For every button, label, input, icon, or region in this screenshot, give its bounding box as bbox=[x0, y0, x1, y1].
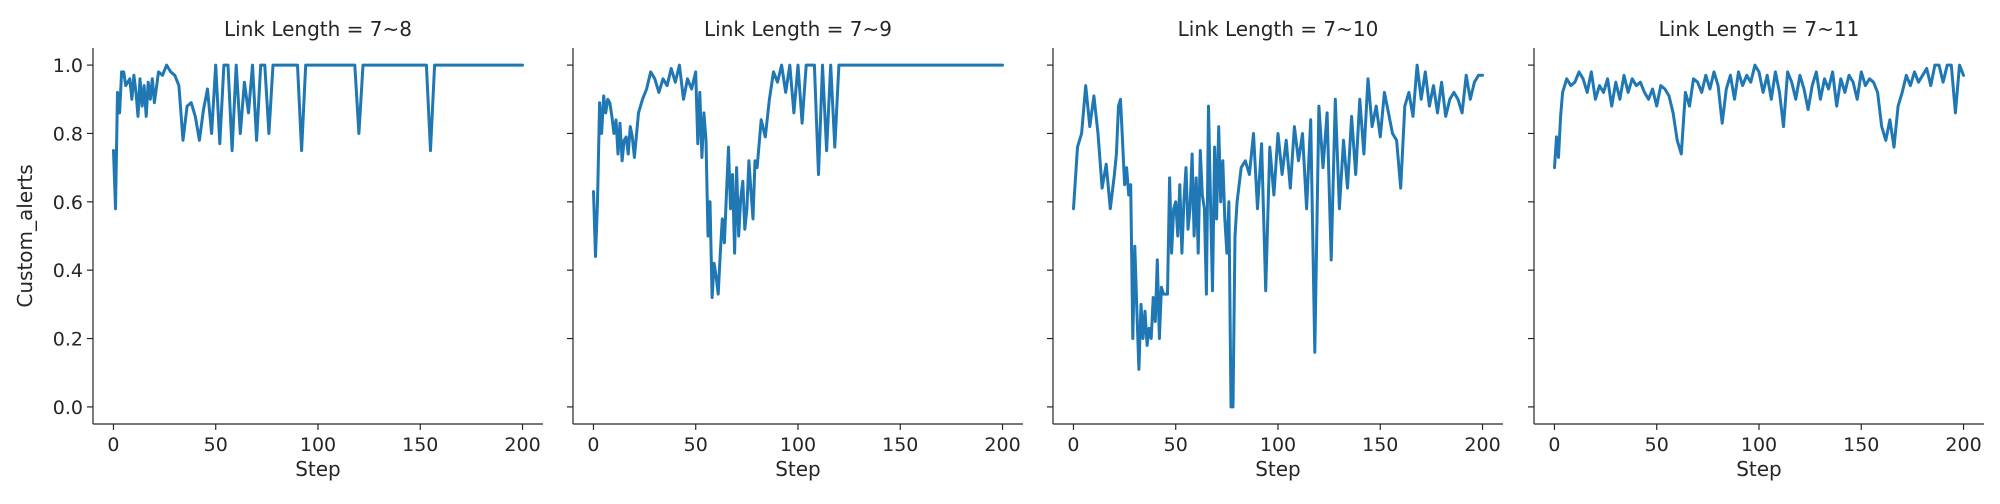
x-tick-label: 150 bbox=[1362, 434, 1398, 456]
x-tick-label: 150 bbox=[402, 434, 438, 456]
panel-1: Link Length = 7~8 0.0 0.2 0.4 0.6 0.8 1.0 0 50 10… bbox=[13, 17, 543, 481]
y-tick-label: 1.0 bbox=[53, 55, 83, 77]
x-tick-label: 50 bbox=[1645, 434, 1669, 456]
series-line bbox=[1553, 63, 1965, 170]
panel-title: Link Length = 7~9 bbox=[704, 17, 892, 41]
x-axis-title: Step bbox=[1736, 457, 1782, 481]
x-axis-title: Step bbox=[1255, 457, 1301, 481]
panel-4: Link Length = 7~11 0 50 100 150 200 Step bbox=[1528, 17, 1984, 481]
x-tick-label: 0 bbox=[587, 434, 599, 456]
y-axis-title: Custom_alerts bbox=[13, 164, 37, 307]
y-tick-label: 0.6 bbox=[53, 192, 83, 214]
x-tick-label: 100 bbox=[1741, 434, 1777, 456]
y-tick-label: 0.2 bbox=[53, 329, 83, 351]
x-tick-label: 50 bbox=[204, 434, 228, 456]
x-tick-label: 100 bbox=[300, 434, 336, 456]
x-axis-title: Step bbox=[775, 457, 821, 481]
x-tick-label: 0 bbox=[1548, 434, 1560, 456]
x-tick-label: 200 bbox=[1464, 434, 1500, 456]
panel-3: Link Length = 7~10 0 50 100 150 200 Step bbox=[1047, 17, 1503, 481]
x-tick-label: 200 bbox=[504, 434, 540, 456]
panel-title: Link Length = 7~11 bbox=[1659, 17, 1860, 41]
x-tick-label: 50 bbox=[684, 434, 708, 456]
x-axis-title: Step bbox=[295, 457, 341, 481]
x-tick-label: 100 bbox=[780, 434, 816, 456]
x-tick-label: 0 bbox=[107, 434, 119, 456]
x-tick-label: 50 bbox=[1164, 434, 1188, 456]
x-tick-label: 200 bbox=[984, 434, 1020, 456]
x-tick-label: 150 bbox=[882, 434, 918, 456]
series-line bbox=[112, 63, 524, 211]
series-line bbox=[592, 63, 1004, 299]
panel-title: Link Length = 7~8 bbox=[224, 17, 412, 41]
x-tick-label: 200 bbox=[1945, 434, 1981, 456]
panel-title: Link Length = 7~10 bbox=[1178, 17, 1379, 41]
panel-2: Link Length = 7~9 0 50 100 150 200 Step bbox=[567, 17, 1023, 481]
x-tick-label: 100 bbox=[1260, 434, 1296, 456]
x-tick-label: 150 bbox=[1843, 434, 1879, 456]
y-tick-label: 0.0 bbox=[53, 397, 83, 419]
y-tick-label: 0.4 bbox=[53, 260, 83, 282]
series-line bbox=[1072, 63, 1484, 409]
y-tick-label: 0.8 bbox=[53, 123, 83, 145]
x-tick-label: 0 bbox=[1067, 434, 1079, 456]
